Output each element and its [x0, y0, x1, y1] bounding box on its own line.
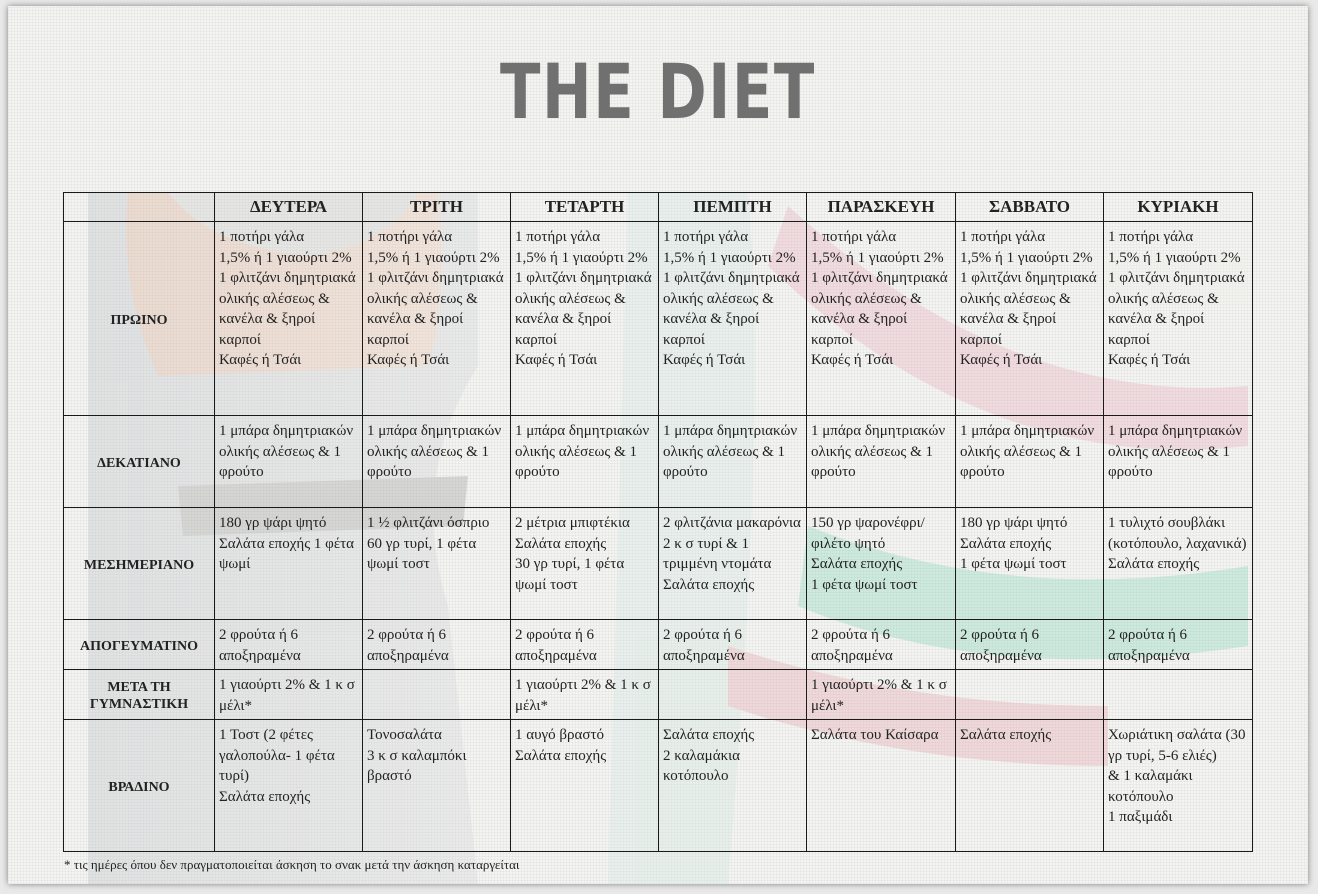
- meal-cell: Σαλάτα εποχής: [955, 719, 1104, 852]
- meal-cell: [658, 669, 807, 720]
- meal-label: ΑΠΟΓΕΥΜΑΤΙΝΟ: [63, 619, 215, 670]
- meal-cell: Χωριάτικη σαλάτα (30 γρ τυρί, 5-6 ελιές)…: [1103, 719, 1253, 852]
- meal-cell: 1 μπάρα δημητριακών ολικής αλέσεως & 1 φ…: [362, 415, 511, 508]
- meal-cell: 1 ποτήρι γάλα 1,5% ή 1 γιαούρτι 2% 1 φλι…: [1103, 221, 1253, 416]
- meal-label: ΜΕΤΑ ΤΗ ΓΥΜΝΑΣΤΙΚΗ: [63, 669, 215, 720]
- meal-cell: 1 μπάρα δημητριακών ολικής αλέσεως & 1 φ…: [806, 415, 956, 508]
- table-row: ΠΡΩΙΝΟ 1 ποτήρι γάλα 1,5% ή 1 γιαούρτι 2…: [63, 221, 1253, 416]
- meal-cell: 1 αυγό βραστό Σαλάτα εποχής: [510, 719, 659, 852]
- meal-cell: Σαλάτα του Καίσαρα: [806, 719, 956, 852]
- corner-cell: [63, 192, 215, 222]
- meal-cell: 180 γρ ψάρι ψητό Σαλάτα εποχής 1 φέτα ψω…: [955, 507, 1104, 620]
- meal-cell: 1 ποτήρι γάλα 1,5% ή 1 γιαούρτι 2% 1 φλι…: [510, 221, 659, 416]
- meal-cell: 2 φρούτα ή 6 αποξηραμένα: [955, 619, 1104, 670]
- meal-cell: 1 μπάρα δημητριακών ολικής αλέσεως & 1 φ…: [658, 415, 807, 508]
- table-row: ΔΕΚΑΤΙΑΝΟ 1 μπάρα δημητριακών ολικής αλέ…: [63, 415, 1253, 508]
- table-row: ΜΕΤΑ ΤΗ ΓΥΜΝΑΣΤΙΚΗ 1 γιαούρτι 2% & 1 κ σ…: [63, 669, 1253, 720]
- meal-cell: [1103, 669, 1253, 720]
- diet-card: THE DIET ΔΕΥΤΕΡΑ ΤΡΙΤΗ ΤΕΤΑΡΤΗ ΠΕΜΠΤΗ ΠΑ…: [8, 6, 1308, 884]
- meal-cell: 2 φρούτα ή 6 αποξηραμένα: [658, 619, 807, 670]
- meal-label: ΜΕΣΗΜΕΡΙΑΝΟ: [63, 507, 215, 620]
- diet-table: ΔΕΥΤΕΡΑ ΤΡΙΤΗ ΤΕΤΑΡΤΗ ΠΕΜΠΤΗ ΠΑΡΑΣΚΕΥΗ Σ…: [63, 192, 1253, 852]
- meal-cell: 1 μπάρα δημητριακών ολικής αλέσεως & 1 φ…: [955, 415, 1104, 508]
- meal-cell: 1 ½ φλιτζάνι όσπριο 60 γρ τυρί, 1 φέτα ψ…: [362, 507, 511, 620]
- day-header: ΤΡΙΤΗ: [362, 192, 511, 222]
- day-header: ΔΕΥΤΕΡΑ: [214, 192, 363, 222]
- meal-cell: 1 ποτήρι γάλα 1,5% ή 1 γιαούρτι 2% 1 φλι…: [658, 221, 807, 416]
- meal-cell: [955, 669, 1104, 720]
- page-title: THE DIET: [500, 47, 816, 136]
- meal-cell: 1 ποτήρι γάλα 1,5% ή 1 γιαούρτι 2% 1 φλι…: [955, 221, 1104, 416]
- header-row: ΔΕΥΤΕΡΑ ΤΡΙΤΗ ΤΕΤΑΡΤΗ ΠΕΜΠΤΗ ΠΑΡΑΣΚΕΥΗ Σ…: [63, 192, 1253, 222]
- day-header: ΚΥΡΙΑΚΗ: [1103, 192, 1253, 222]
- table-row: ΜΕΣΗΜΕΡΙΑΝΟ 180 γρ ψάρι ψητό Σαλάτα εποχ…: [63, 507, 1253, 620]
- footnote: * τις ημέρες όπου δεν πραγματοποιείται ά…: [64, 857, 520, 872]
- day-header: ΣΑΒΒΑΤΟ: [955, 192, 1104, 222]
- meal-cell: 1 Τοστ (2 φέτες γαλοπούλα- 1 φέτα τυρί) …: [214, 719, 363, 852]
- table-row: ΑΠΟΓΕΥΜΑΤΙΝΟ 2 φρούτα ή 6 αποξηραμένα 2 …: [63, 619, 1253, 670]
- meal-cell: 1 γιαούρτι 2% & 1 κ σ μέλι*: [806, 669, 956, 720]
- meal-cell: 2 φλιτζάνια μακαρόνια 2 κ σ τυρί & 1 τρι…: [658, 507, 807, 620]
- meal-cell: 1 γιαούρτι 2% & 1 κ σ μέλι*: [510, 669, 659, 720]
- meal-cell: 1 ποτήρι γάλα 1,5% ή 1 γιαούρτι 2% 1 φλι…: [214, 221, 363, 416]
- meal-cell: 1 μπάρα δημητριακών ολικής αλέσεως & 1 φ…: [510, 415, 659, 508]
- day-header: ΠΑΡΑΣΚΕΥΗ: [806, 192, 956, 222]
- meal-label: ΔΕΚΑΤΙΑΝΟ: [63, 415, 215, 508]
- day-header: ΠΕΜΠΤΗ: [658, 192, 807, 222]
- meal-cell: 1 τυλιχτό σουβλάκι (κοτόπουλο, λαχανικά)…: [1103, 507, 1253, 620]
- meal-cell: 1 γιαούρτι 2% & 1 κ σ μέλι*: [214, 669, 363, 720]
- meal-cell: 2 μέτρια μπιφτέκια Σαλάτα εποχής 30 γρ τ…: [510, 507, 659, 620]
- meal-cell: 2 φρούτα ή 6 αποξηραμένα: [510, 619, 659, 670]
- meal-cell: 1 μπάρα δημητριακών ολικής αλέσεως & 1 φ…: [214, 415, 363, 508]
- day-header: ΤΕΤΑΡΤΗ: [510, 192, 659, 222]
- meal-label: ΒΡΑΔΙΝΟ: [63, 719, 215, 852]
- meal-cell: 1 ποτήρι γάλα 1,5% ή 1 γιαούρτι 2% 1 φλι…: [806, 221, 956, 416]
- meal-cell: 1 μπάρα δημητριακών ολικής αλέσεως & 1 φ…: [1103, 415, 1253, 508]
- meal-cell: Τονοσαλάτα 3 κ σ καλαμπόκι βραστό: [362, 719, 511, 852]
- meal-cell: 2 φρούτα ή 6 αποξηραμένα: [362, 619, 511, 670]
- meal-cell: 2 φρούτα ή 6 αποξηραμένα: [214, 619, 363, 670]
- meal-cell: Σαλάτα εποχής 2 καλαμάκια κοτόπουλο: [658, 719, 807, 852]
- meal-cell: 1 ποτήρι γάλα 1,5% ή 1 γιαούρτι 2% 1 φλι…: [362, 221, 511, 416]
- meal-cell: 2 φρούτα ή 6 αποξηραμένα: [1103, 619, 1253, 670]
- meal-cell: 2 φρούτα ή 6 αποξηραμένα: [806, 619, 956, 670]
- table-row: ΒΡΑΔΙΝΟ 1 Τοστ (2 φέτες γαλοπούλα- 1 φέτ…: [63, 719, 1253, 852]
- meal-cell: [362, 669, 511, 720]
- meal-label: ΠΡΩΙΝΟ: [63, 221, 215, 416]
- meal-cell: 180 γρ ψάρι ψητό Σαλάτα εποχής 1 φέτα ψω…: [214, 507, 363, 620]
- meal-cell: 150 γρ ψαρονέφρι/ φιλέτο ψητό Σαλάτα επο…: [806, 507, 956, 620]
